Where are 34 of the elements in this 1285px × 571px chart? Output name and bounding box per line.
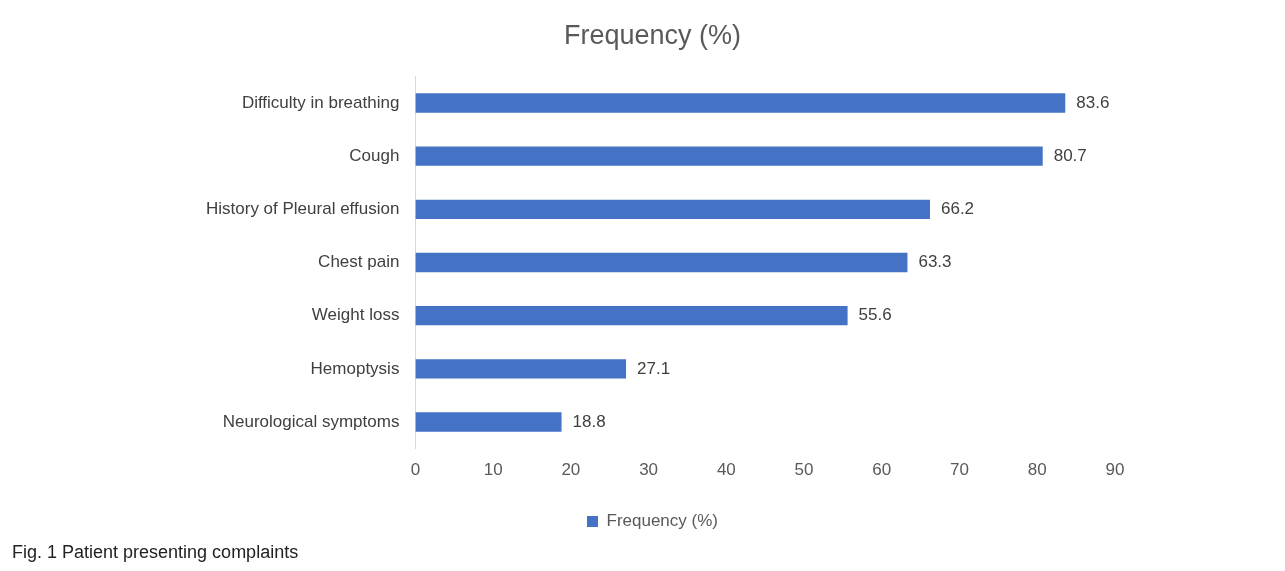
y-tick-label: Weight loss [311, 305, 400, 325]
legend-label: Frequency (%) [606, 511, 718, 531]
x-tick-label: 0 [410, 460, 421, 480]
bar [415, 93, 1066, 113]
data-label: 66.2 [940, 199, 975, 219]
chart-title: Frequency (%) [563, 19, 742, 50]
data-label: 80.7 [1053, 145, 1087, 165]
y-tick-label: History of Pleural effusion [205, 199, 400, 219]
x-tick-label: 90 [1105, 460, 1125, 480]
caption: Fig. 1 Patient presenting complaints [12, 542, 299, 563]
data-label: 83.6 [1076, 92, 1110, 112]
x-tick-label: 30 [639, 460, 659, 480]
data-label: 63.3 [918, 252, 952, 272]
bar [415, 252, 908, 273]
data-label: 27.1 [637, 358, 671, 378]
bar [415, 146, 1043, 166]
x-tick-label: 70 [950, 460, 969, 480]
x-tick-label: 20 [561, 460, 581, 480]
x-tick-label: 50 [794, 460, 814, 480]
x-tick-label: 60 [872, 460, 892, 480]
data-label: 18.8 [572, 411, 606, 431]
y-tick-label: Hemoptysis [310, 358, 400, 378]
bar [415, 359, 627, 379]
y-tick-label: Cough [349, 145, 400, 165]
bar [415, 199, 930, 220]
y-tick-label: Chest pain [318, 252, 400, 272]
bar [415, 412, 562, 432]
data-label: 55.6 [858, 305, 892, 325]
bar [415, 305, 848, 326]
x-tick-label: 40 [716, 460, 736, 480]
y-tick-label: Neurological symptoms [222, 411, 400, 431]
y-tick-label: Difficulty in breathing [241, 92, 400, 112]
x-tick-label: 10 [483, 460, 503, 480]
x-tick-label: 80 [1027, 460, 1047, 480]
